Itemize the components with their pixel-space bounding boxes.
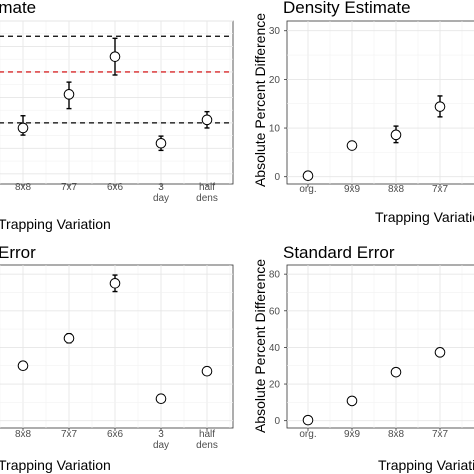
data-point: [155, 137, 167, 149]
data-points: [17, 274, 213, 404]
x-tick-label: 6x6: [107, 429, 124, 440]
x-axis-label: Trapping Variation: [378, 457, 474, 473]
x-tick-label: 8x8: [15, 182, 32, 193]
x-tick-label: dens: [196, 440, 218, 451]
y-tick-label: 0: [274, 172, 280, 183]
gridlines: [0, 20, 233, 184]
data-point: [346, 140, 358, 151]
y-tick-label: 60: [269, 306, 281, 317]
data-points: [17, 37, 213, 152]
panel-standard-error: Standard Error Absolute Percent Differen…: [252, 243, 474, 473]
x-tick-label: org.: [299, 184, 316, 195]
data-points: [302, 347, 446, 426]
x-tick-labels: org. 9x9 8x8 7x7: [299, 184, 448, 195]
data-point: [63, 89, 75, 100]
data-point: [434, 347, 446, 358]
plot-panel: [0, 20, 234, 185]
x-tick-label: 7x7: [432, 429, 449, 440]
data-point: [390, 129, 402, 141]
data-point: [17, 360, 29, 372]
data-point: [201, 365, 213, 377]
plot-panel: [0, 264, 234, 429]
x-tick-label: 8x8: [15, 429, 32, 440]
y-axis-label: Absolute Percent Difference: [252, 13, 268, 187]
data-point: [109, 51, 121, 62]
x-tick-label: day: [153, 193, 169, 204]
x-tick-labels: org. 9x9 8x8 7x7: [299, 428, 448, 440]
data-point: [155, 393, 167, 404]
gridlines: [287, 21, 474, 184]
y-tick-labels: 0 20 40 60 80: [269, 270, 287, 427]
panel-title: Error: [0, 243, 36, 262]
panel-title: Density Estimate: [283, 0, 411, 17]
panel-density-estimate: Density Estimate Absolute Percent Differ…: [252, 0, 474, 225]
y-tick-label: 10: [269, 124, 281, 135]
y-tick-label: 20: [269, 75, 281, 86]
data-point: [390, 366, 402, 378]
gridlines: [287, 265, 474, 428]
x-tick-label: 7x7: [61, 182, 78, 193]
y-tick-label: 20: [269, 380, 281, 391]
x-tick-label: half: [199, 182, 215, 193]
plot-panel: [286, 264, 474, 429]
data-point: [109, 278, 121, 289]
y-tick-labels: 0 10 20 30: [269, 26, 287, 183]
x-tick-label: 9x9: [344, 429, 361, 440]
x-tick-label: org.: [299, 429, 316, 440]
x-tick-label: 8x8: [388, 184, 405, 195]
data-point: [434, 101, 446, 112]
data-point: [346, 395, 358, 407]
x-axis-label: Trapping Variation: [0, 457, 111, 473]
x-tick-label: 6x6: [107, 182, 124, 193]
data-point: [302, 170, 314, 182]
x-tick-label: dens: [196, 193, 218, 204]
x-tick-label: 3: [158, 182, 164, 193]
x-axis-label: Trapping Variation: [0, 216, 111, 232]
x-tick-label: 3: [158, 429, 164, 440]
plot-panel: [286, 20, 474, 185]
panel-title: Estimate: [0, 0, 36, 17]
y-tick-label: 0: [274, 416, 280, 427]
y-tick-label: 40: [269, 343, 281, 354]
x-tick-label: day: [153, 440, 169, 451]
data-point: [17, 122, 29, 134]
data-point: [302, 414, 314, 426]
y-tick-label: 80: [269, 270, 281, 281]
data-point: [201, 114, 213, 126]
data-point: [63, 332, 75, 344]
y-tick-label: 30: [269, 26, 281, 37]
reference-lines: [0, 35, 233, 124]
x-tick-label: 7x7: [432, 184, 449, 195]
panel-title: Standard Error: [283, 243, 395, 262]
x-tick-label: half: [199, 429, 215, 440]
data-points: [302, 95, 446, 182]
x-tick-label: 8x8: [388, 429, 405, 440]
x-tick-label: 7x7: [61, 429, 78, 440]
y-axis-label: Absolute Percent Difference: [252, 259, 268, 433]
x-tick-label: 9x9: [344, 184, 361, 195]
x-axis-label: Trapping Variation: [375, 209, 474, 225]
